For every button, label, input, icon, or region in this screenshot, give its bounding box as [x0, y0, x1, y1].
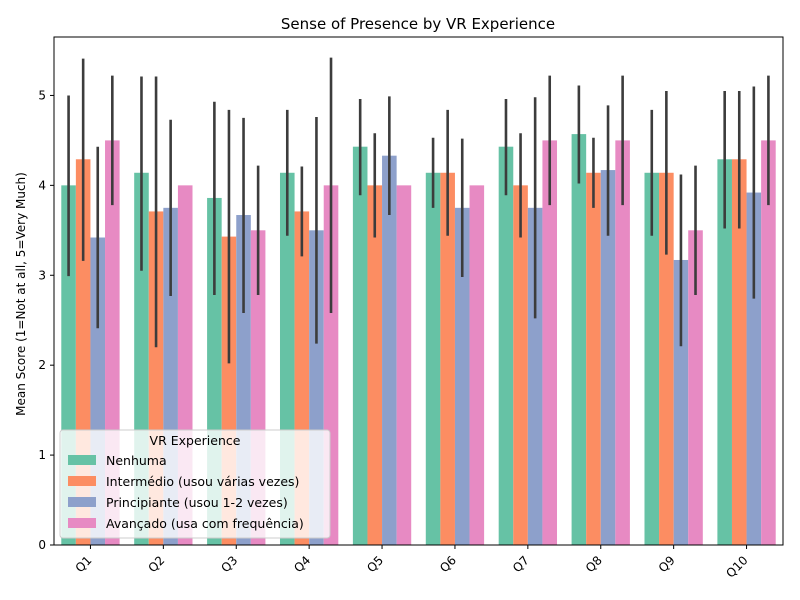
error-bars-group — [67, 57, 770, 364]
bar-q8-series-0 — [571, 134, 587, 545]
bar-q7-series-1 — [513, 185, 528, 545]
legend-title: VR Experience — [150, 433, 241, 448]
bar-q10-series-1 — [731, 159, 747, 545]
x-tick-label-q3: Q3 — [218, 553, 240, 575]
legend-swatch-2 — [68, 497, 96, 507]
bar-q6-series-0 — [425, 172, 441, 545]
bar-q7-series-3 — [542, 140, 558, 545]
legend-swatch-1 — [68, 476, 96, 486]
bar-q8-series-2 — [600, 170, 616, 545]
y-tick-label: 0 — [38, 538, 46, 552]
bar-q9-series-3 — [688, 230, 703, 545]
bar-q6-series-3 — [469, 185, 485, 545]
y-tick-label: 1 — [38, 448, 46, 462]
bar-q8-series-3 — [615, 140, 630, 545]
y-tick-label: 3 — [38, 268, 46, 282]
x-tick-label-q6: Q6 — [437, 553, 459, 575]
legend-entry-2: Principiante (usou 1-2 vezes) — [106, 495, 288, 510]
legend-entry-1: Intermédio (usou várias vezes) — [106, 474, 299, 489]
bar-q5-series-3 — [396, 185, 412, 545]
bar-q7-series-2 — [527, 207, 543, 545]
x-tick-label-q10: Q10 — [723, 553, 750, 580]
bar-q5-series-2 — [382, 155, 397, 545]
bar-q9-series-2 — [673, 259, 689, 545]
legend-swatch-0 — [68, 455, 96, 465]
bar-q10-series-0 — [717, 159, 732, 545]
y-tick-label: 5 — [38, 88, 46, 102]
x-tick-label-q4: Q4 — [291, 553, 313, 575]
bar-q6-series-1 — [440, 172, 455, 545]
x-tick-label-q9: Q9 — [656, 553, 678, 575]
y-tick-label: 2 — [38, 358, 46, 372]
axes-frame — [53, 36, 784, 546]
bar-q9-series-1 — [659, 172, 674, 545]
x-tick-label-q5: Q5 — [364, 553, 386, 575]
bar-q10-series-2 — [746, 192, 762, 546]
legend-entry-0: Nenhuma — [106, 453, 167, 468]
bar-q6-series-2 — [454, 207, 470, 545]
bar-q5-series-1 — [367, 185, 383, 545]
bar-q7-series-0 — [498, 146, 514, 545]
bar-q8-series-1 — [586, 172, 601, 545]
legend-box — [59, 429, 331, 539]
bar-q5-series-0 — [352, 146, 368, 545]
legend-swatch-3 — [68, 518, 96, 528]
bar-q10-series-3 — [761, 140, 776, 545]
x-tick-label-q8: Q8 — [583, 553, 605, 575]
x-tick-label-q7: Q7 — [510, 553, 532, 575]
x-tick-label-q2: Q2 — [145, 553, 167, 575]
y-tick-label: 4 — [38, 178, 46, 192]
legend: VR Experience Nenhuma Intermédio (usou vár… — [59, 429, 331, 539]
y-axis-label: Mean Score (1=Not at all, 5=Very Much) — [14, 172, 28, 416]
bar-q9-series-0 — [644, 172, 660, 545]
chart-title: Sense of Presence by VR Experience — [281, 15, 555, 33]
legend-entry-3: Avançado (usa com frequência) — [106, 516, 304, 531]
x-tick-label-q1: Q1 — [73, 553, 95, 575]
